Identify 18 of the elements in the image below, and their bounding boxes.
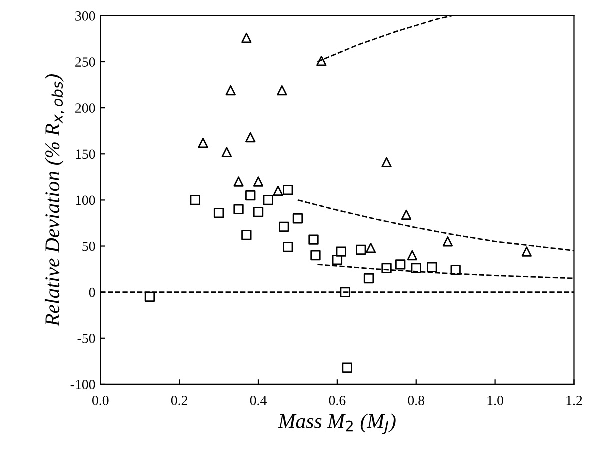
x-tick-label: 0.4 [250, 396, 267, 406]
y-tick-label: 300 [76, 12, 96, 21]
y-tick-label: 250 [76, 58, 96, 67]
x-tick-label: 0.8 [408, 396, 425, 406]
x-axis-title: Mass M$_{2}$ (M$_{J}$) [278, 414, 396, 435]
y-tick-label: 150 [76, 150, 96, 160]
y-tick-label: 200 [76, 104, 96, 114]
y-tick-label: -50 [78, 334, 96, 344]
y-tick-label: 50 [82, 242, 96, 252]
x-tick-label: 0.0 [92, 396, 109, 406]
y-tick-label: 0 [89, 288, 96, 298]
y-tick-label: -100 [70, 380, 96, 390]
x-tick-label: 0.2 [171, 396, 188, 406]
x-tick-label: 1.2 [566, 396, 582, 406]
y-axis-title: Relative Deviation (% R$_{x,obs}$) [44, 74, 65, 327]
x-tick-label: 1.0 [488, 396, 504, 406]
y-tick-label: 100 [76, 196, 96, 206]
x-tick-label: 0.6 [329, 396, 346, 406]
